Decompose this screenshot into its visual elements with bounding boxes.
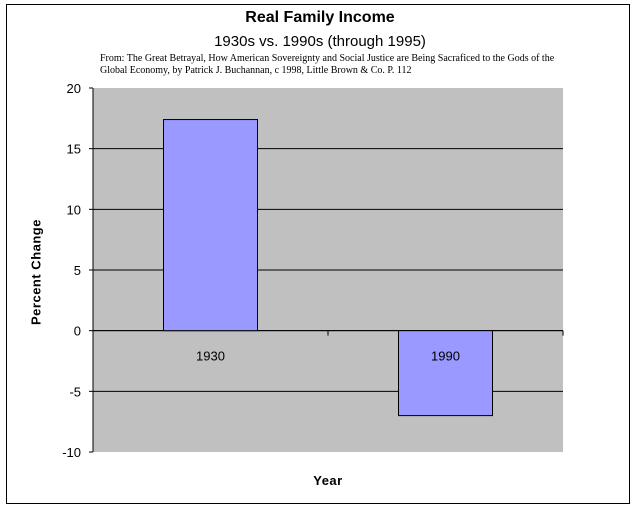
y-tick-label: 5 bbox=[74, 263, 81, 278]
chart-border bbox=[6, 4, 630, 504]
y-tick-label: -5 bbox=[69, 384, 81, 399]
x-category-label: 1930 bbox=[196, 349, 225, 364]
y-tick-label: 15 bbox=[67, 142, 81, 157]
x-category-label: 1990 bbox=[431, 349, 460, 364]
y-tick-label: 10 bbox=[67, 202, 81, 217]
chart-subtitle: 1930s vs. 1990s (through 1995) bbox=[214, 33, 426, 50]
bar-1930 bbox=[163, 119, 258, 332]
source-note: From: The Great Betrayal, How American S… bbox=[100, 53, 555, 76]
x-axis-title: Year bbox=[313, 473, 343, 488]
y-tick-label: 20 bbox=[67, 81, 81, 96]
y-tick-label: -10 bbox=[62, 445, 81, 460]
bar-1990 bbox=[398, 330, 493, 417]
chart-title: Real Family Income bbox=[245, 9, 395, 26]
y-tick-label: 0 bbox=[74, 324, 81, 339]
